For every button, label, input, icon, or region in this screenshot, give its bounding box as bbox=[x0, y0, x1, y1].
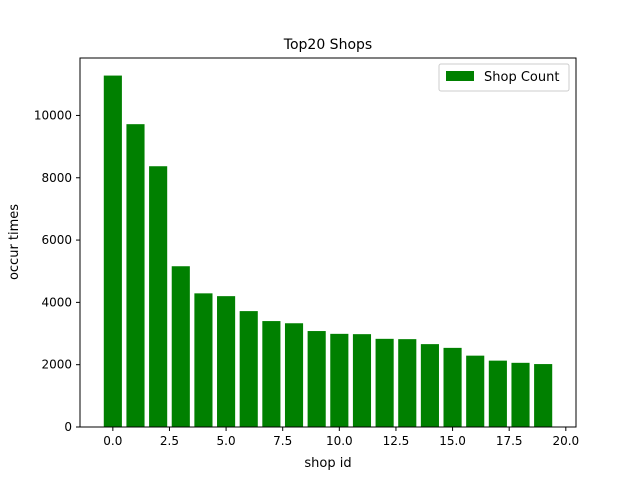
x-tick-label: 17.5 bbox=[496, 434, 523, 448]
x-tick-label: 7.5 bbox=[273, 434, 292, 448]
x-axis: 0.0 2.5 5.0 7.5 10.0 12.5 15.0 17.5 20.0 bbox=[103, 427, 579, 448]
bar-shop-18 bbox=[511, 362, 530, 427]
bar-shop-7 bbox=[262, 321, 281, 427]
y-axis-label: occur times bbox=[7, 204, 22, 280]
x-axis-label: shop id bbox=[304, 456, 351, 471]
bar-shop-4 bbox=[194, 293, 213, 427]
bar-shop-12 bbox=[375, 338, 394, 427]
bar-shop-14 bbox=[420, 344, 439, 427]
y-tick-label: 0 bbox=[64, 420, 72, 434]
x-tick-label: 10.0 bbox=[326, 434, 353, 448]
x-tick-label: 0.0 bbox=[103, 434, 122, 448]
bar-shop-10 bbox=[330, 333, 349, 427]
y-tick-label: 10000 bbox=[34, 108, 72, 122]
bar-shop-3 bbox=[171, 266, 190, 427]
legend-label: Shop Count bbox=[484, 70, 559, 85]
bar-shop-8 bbox=[284, 323, 304, 427]
bar-shop-1 bbox=[126, 124, 145, 428]
bar-shop-13 bbox=[398, 339, 417, 427]
y-tick-label: 4000 bbox=[41, 295, 72, 309]
bar-shop-0 bbox=[103, 75, 122, 428]
bar-shop-6 bbox=[239, 311, 258, 427]
x-tick-label: 5.0 bbox=[217, 434, 236, 448]
x-tick-label: 12.5 bbox=[383, 434, 410, 448]
bar-shop-19 bbox=[534, 364, 553, 427]
x-tick-label: 15.0 bbox=[439, 434, 466, 448]
y-tick-label: 2000 bbox=[41, 358, 72, 372]
bar-shop-15 bbox=[443, 347, 462, 427]
y-tick-label: 6000 bbox=[41, 233, 72, 247]
x-tick-label: 20.0 bbox=[552, 434, 579, 448]
bar-shop-16 bbox=[466, 355, 485, 427]
y-tick-label: 8000 bbox=[41, 171, 72, 185]
bar-shop-11 bbox=[352, 334, 372, 427]
plot-frame bbox=[79, 57, 577, 428]
chart-title: Top20 Shops bbox=[283, 37, 372, 53]
legend: Shop Count bbox=[438, 63, 570, 92]
legend-swatch bbox=[446, 71, 474, 81]
bars-group bbox=[103, 75, 553, 428]
bar-shop-5 bbox=[217, 296, 236, 427]
y-axis: 0 2000 4000 6000 8000 10000 bbox=[34, 108, 80, 434]
bar-shop-2 bbox=[149, 166, 168, 427]
legend-box bbox=[438, 63, 570, 92]
bar-shop-17 bbox=[488, 360, 507, 427]
x-tick-label: 2.5 bbox=[160, 434, 179, 448]
bar-shop-9 bbox=[307, 331, 326, 427]
